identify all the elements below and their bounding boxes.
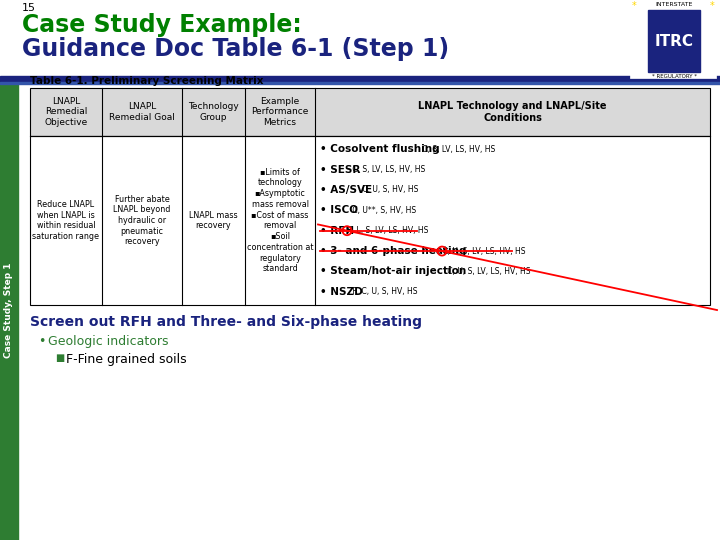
Text: *: *	[631, 1, 636, 11]
Bar	[0, 82, 720, 84]
Bar	[0, 80, 720, 540]
Text: Case Study, Step 1: Case Study, Step 1	[4, 262, 14, 357]
Text: Geologic indicators: Geologic indicators	[48, 335, 168, 348]
Text: Screen out RFH and Three- and Six-phase heating: Screen out RFH and Three- and Six-phase …	[30, 315, 422, 329]
Text: F, L, S, LV, LS, HV, HS: F, L, S, LV, LS, HV, HS	[345, 226, 428, 235]
Bar	[0, 0, 720, 80]
Text: ▪Limits of
technology
▪Asymptotic
mass removal
▪Cost of mass
removal
▪Soil
conce: ▪Limits of technology ▪Asymptotic mass r…	[247, 167, 313, 273]
Text: • RFH: • RFH	[320, 226, 354, 235]
Bar	[0, 76, 720, 81]
Text: Technology
Group: Technology Group	[188, 102, 239, 122]
Text: • Cosolvent flushing: • Cosolvent flushing	[320, 144, 440, 154]
Text: C, S, LV, LS, HV, HS: C, S, LV, LS, HV, HS	[420, 145, 495, 154]
Text: • SESR: • SESR	[320, 165, 361, 174]
Text: • AS/SVE: • AS/SVE	[320, 185, 372, 195]
Bar	[0, 80, 18, 540]
Text: *: *	[710, 1, 714, 11]
Text: C, U, S, LV, LS, HV, HS: C, U, S, LV, LS, HV, HS	[445, 267, 531, 276]
Text: • 3- and 6-phase heating: • 3- and 6-phase heating	[320, 246, 467, 256]
Text: • NSZD: • NSZD	[320, 287, 363, 297]
Text: * REGULATORY *: * REGULATORY *	[652, 73, 696, 78]
Text: INTERSTATE: INTERSTATE	[655, 3, 693, 8]
Text: ITRC: ITRC	[654, 33, 693, 49]
Text: Table 6-1. Preliminary Screening Matrix: Table 6-1. Preliminary Screening Matrix	[30, 76, 264, 86]
Text: •: •	[38, 335, 45, 348]
Text: LNAPL
Remedial Goal: LNAPL Remedial Goal	[109, 102, 175, 122]
Text: C, U, S, HV, HS: C, U, S, HV, HS	[360, 185, 418, 194]
Text: Further abate
LNAPL beyond
hydraulic or
pneumatic
recovery: Further abate LNAPL beyond hydraulic or …	[113, 194, 171, 246]
Text: Reduce LNAPL
when LNAPL is
within residual
saturation range: Reduce LNAPL when LNAPL is within residu…	[32, 200, 99, 241]
Text: LNAPL mass
recovery: LNAPL mass recovery	[189, 211, 238, 231]
Text: Guidance Doc Table 6-1 (Step 1): Guidance Doc Table 6-1 (Step 1)	[22, 37, 449, 61]
Bar	[30, 88, 710, 136]
Text: C, U, S, LV, LS, HV, HS: C, U, S, LV, LS, HV, HS	[440, 247, 526, 255]
Text: Example
Performance
Metrics: Example Performance Metrics	[251, 97, 309, 127]
Text: Case Study Example:: Case Study Example:	[22, 13, 302, 37]
Text: F-Fine grained soils: F-Fine grained soils	[66, 353, 186, 366]
Text: 15: 15	[22, 3, 36, 13]
Text: F, C, U, S, HV, HS: F, C, U, S, HV, HS	[350, 287, 418, 296]
Bar	[30, 136, 710, 305]
Bar	[18, 85, 720, 540]
Text: C, S, LV, LS, HV, HS: C, S, LV, LS, HV, HS	[350, 165, 426, 174]
Text: LNAPL
Remedial
Objective: LNAPL Remedial Objective	[45, 97, 88, 127]
Text: • Steam/hot-air injection: • Steam/hot-air injection	[320, 266, 467, 276]
Bar	[630, 2, 716, 78]
Text: ■: ■	[55, 353, 64, 363]
Bar	[648, 10, 700, 72]
Text: LNAPL Technology and LNAPL/Site
Conditions: LNAPL Technology and LNAPL/Site Conditio…	[418, 101, 607, 123]
Text: C, U**, S, HV, HS: C, U**, S, HV, HS	[350, 206, 416, 215]
Text: • ISCO: • ISCO	[320, 205, 358, 215]
